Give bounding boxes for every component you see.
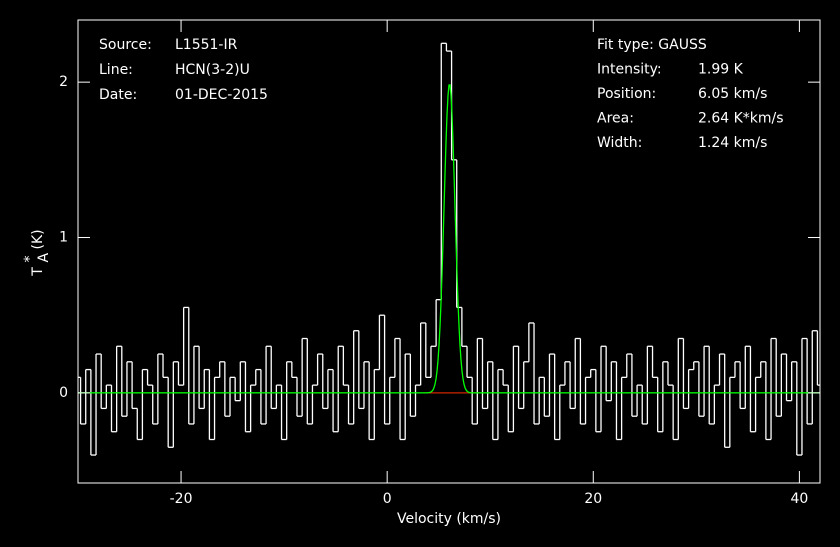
- info-key: Date:: [99, 87, 137, 103]
- fit-value: 1.99 K: [698, 62, 744, 78]
- y-label-sub: A: [36, 253, 52, 263]
- y-label-main: T: [30, 267, 46, 277]
- fit-key: Position:: [597, 86, 656, 102]
- info-value: 01-DEC-2015: [175, 87, 268, 103]
- x-tick-label: 40: [790, 491, 808, 507]
- info-value: L1551-IR: [175, 37, 238, 53]
- x-tick-label: -20: [170, 491, 193, 507]
- info-value: HCN(3-2)U: [175, 62, 250, 78]
- fit-value: 1.24 km/s: [698, 135, 767, 151]
- fit-key: Intensity:: [597, 62, 662, 78]
- plot-area: [78, 42, 820, 456]
- y-tick-label: 0: [59, 385, 68, 401]
- info-key: Line:: [99, 62, 133, 78]
- y-label-sup: *: [22, 256, 38, 263]
- y-label-unit: (K): [30, 229, 46, 249]
- gaussian-fit: [78, 84, 820, 394]
- info-key: Source:: [99, 37, 152, 53]
- fit-key: Width:: [597, 135, 642, 151]
- fit-key: Fit type: GAUSS: [597, 37, 707, 53]
- fit-key: Area:: [597, 111, 634, 127]
- plot-frame: [77, 19, 821, 484]
- y-axis-label: TA* (K): [22, 229, 52, 276]
- y-tick-label: 1: [59, 230, 68, 246]
- fit-value: 2.64 K*km/s: [698, 111, 784, 127]
- x-tick-label: 0: [383, 491, 392, 507]
- fit-value: 6.05 km/s: [698, 86, 767, 102]
- y-tick-label: 2: [59, 74, 68, 90]
- x-axis-label: Velocity (km/s): [397, 511, 501, 527]
- x-tick-label: 20: [584, 491, 602, 507]
